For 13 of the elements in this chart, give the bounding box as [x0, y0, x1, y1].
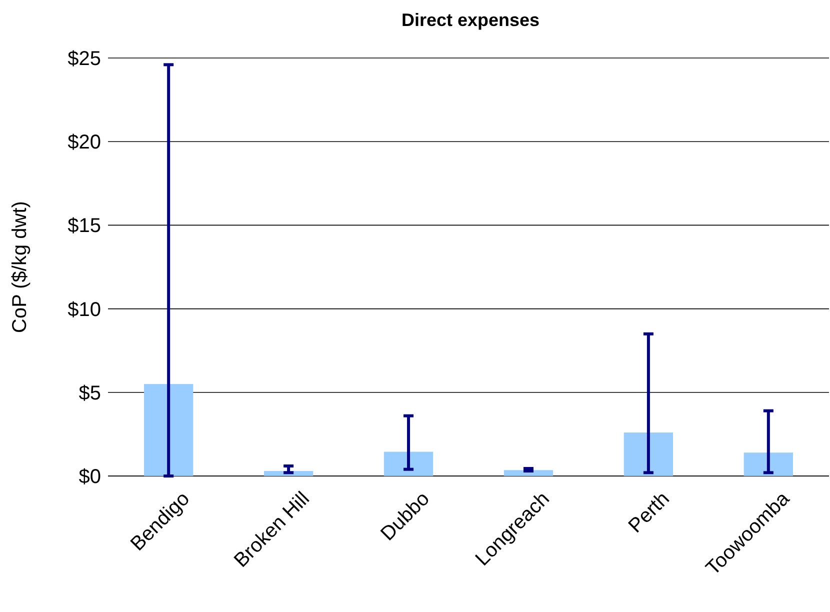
y-tick-label: $0 — [78, 466, 101, 488]
y-tick-label: $5 — [78, 382, 101, 404]
y-tick-label: $15 — [68, 215, 101, 238]
bar — [384, 452, 434, 476]
y-tick-label: $10 — [68, 298, 101, 321]
y-tick-label: $20 — [68, 132, 101, 154]
chart-title: Direct expenses — [401, 10, 540, 30]
bar — [624, 432, 674, 476]
bar — [504, 470, 554, 476]
bar — [744, 452, 794, 476]
y-axis-title: CoP ($/kg dwt) — [9, 201, 31, 333]
y-tick-label: $25 — [68, 48, 101, 70]
bar — [144, 384, 194, 476]
